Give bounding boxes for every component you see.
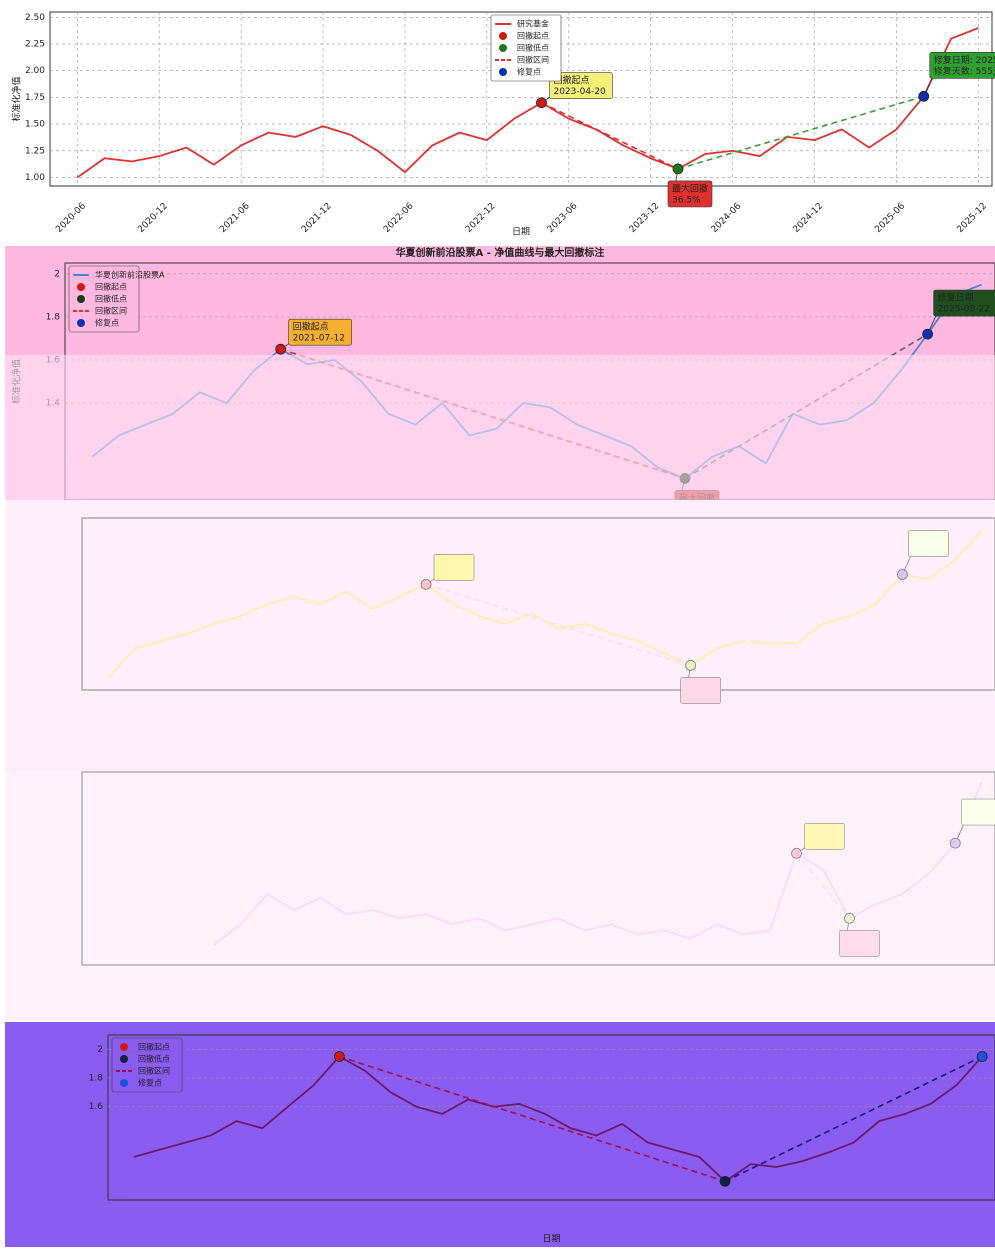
legend-label: 回撤区间 (517, 55, 549, 65)
recovery-line (677, 95, 924, 170)
legend-label: 回撤起点 (517, 31, 549, 41)
y-tick-label: 1.75 (25, 93, 45, 103)
annotation-text: 回撤起点 (553, 74, 589, 86)
plot-background (81, 771, 995, 966)
recovery-line (724, 1055, 983, 1183)
annotation-box (680, 677, 721, 704)
annotation-box (433, 554, 475, 581)
legend-label: 回撤区间 (138, 1066, 170, 1076)
annotation-box (929, 52, 995, 79)
legend-label: 华夏创新前沿股票A (95, 270, 165, 280)
drawdown-marker (896, 569, 908, 580)
y-tick-label: 1.8 (46, 312, 61, 322)
legend-swatch (499, 44, 507, 52)
legend-swatch (77, 283, 85, 291)
y-tick-label: 1.8 (89, 1074, 104, 1084)
legend-label: 修复点 (138, 1078, 162, 1088)
annotation-box (667, 180, 713, 208)
annotation-box (908, 530, 949, 557)
drawdown-marker (672, 163, 684, 175)
drawdown-marker (949, 837, 961, 849)
drawdown-interval (425, 583, 691, 667)
y-tick-label: 1.25 (25, 146, 45, 156)
y-axis-label: 标准化净值 (11, 76, 23, 121)
legend-box (68, 265, 140, 333)
annotation-box (839, 929, 880, 957)
annotation-box (549, 72, 613, 100)
x-axis-label: 日期 (542, 1234, 560, 1245)
drawdown-marker (918, 90, 930, 102)
drawdown-marker (275, 343, 287, 355)
drawdown-marker (719, 1175, 731, 1187)
y-tick-label: 2.00 (25, 66, 45, 76)
recovery-line (848, 842, 956, 919)
drawdown-interval (541, 102, 679, 170)
legend-label: 回撤低点 (95, 294, 127, 304)
annotation-box (804, 822, 845, 850)
drawdown-interval (795, 852, 851, 919)
series-line (133, 1055, 983, 1183)
y-tick-label: 2 (97, 1045, 103, 1055)
drawdown-marker (922, 328, 934, 340)
legend-label: 修复点 (517, 67, 541, 77)
annotation-text: 修复日期 (938, 292, 974, 304)
plot-background (81, 517, 995, 691)
drawdown-marker (976, 1051, 988, 1062)
annotation-box (288, 318, 352, 346)
chart-title: 华夏创新前沿股票A - 净值曲线与最大回撤标注 (396, 246, 605, 259)
annotation-box (961, 798, 995, 826)
y-tick-label: 2.50 (25, 13, 45, 23)
legend-swatch (77, 319, 85, 327)
chart-area (5, 355, 995, 770)
annotation-text: 修复天数: 555天 (934, 65, 995, 77)
annotation-text: 回撤起点 (293, 321, 329, 333)
drawdown-marker (333, 1051, 345, 1062)
annotation-box (933, 289, 995, 317)
y-tick-label: 2 (54, 269, 60, 279)
legend-swatch (120, 1043, 128, 1051)
annotation-text: 最大回撤 (672, 182, 708, 194)
y-tick-label: 2.25 (25, 40, 45, 50)
legend-label: 回撤低点 (517, 43, 549, 53)
annotation-text: 修复日期: 2025-08-13 (934, 54, 995, 66)
legend-label: 修复点 (95, 318, 119, 328)
legend-swatch (499, 68, 507, 76)
series-line (76, 27, 979, 179)
legend-swatch (120, 1079, 128, 1087)
legend-label: 回撤区间 (95, 306, 127, 316)
drawdown-interval (339, 1055, 726, 1183)
annotation-text: 36.5% (672, 195, 701, 205)
chart-area (5, 768, 995, 1020)
y-tick-label: 1.6 (89, 1102, 104, 1112)
drawdown-marker (536, 97, 547, 109)
recovery-line (690, 573, 903, 667)
legend-swatch (120, 1055, 128, 1063)
drawdown-marker (791, 847, 802, 859)
y-tick-label: 1.00 (25, 173, 45, 183)
legend-box (111, 1037, 183, 1093)
legend-label: 回撤低点 (138, 1054, 170, 1064)
chart-panel (5, 355, 995, 770)
chart-panel (5, 768, 995, 1020)
annotation-text: 2025-08-22 (938, 305, 990, 315)
legend-swatch (77, 295, 85, 303)
drawdown-marker (844, 912, 855, 924)
annotation-text: 2023-04-20 (553, 87, 606, 97)
drawdown-marker (420, 578, 432, 590)
x-axis-label: 日期 (512, 227, 530, 238)
drawdown-marker (685, 660, 697, 671)
legend-label: 研究基金 (517, 19, 549, 29)
legend-box (490, 14, 562, 82)
legend-swatch (499, 32, 507, 40)
annotation-text: 2021-07-12 (293, 334, 345, 344)
y-tick-label: 1.50 (25, 120, 45, 130)
legend-label: 回撤起点 (95, 282, 127, 292)
legend-label: 回撤起点 (138, 1042, 170, 1052)
